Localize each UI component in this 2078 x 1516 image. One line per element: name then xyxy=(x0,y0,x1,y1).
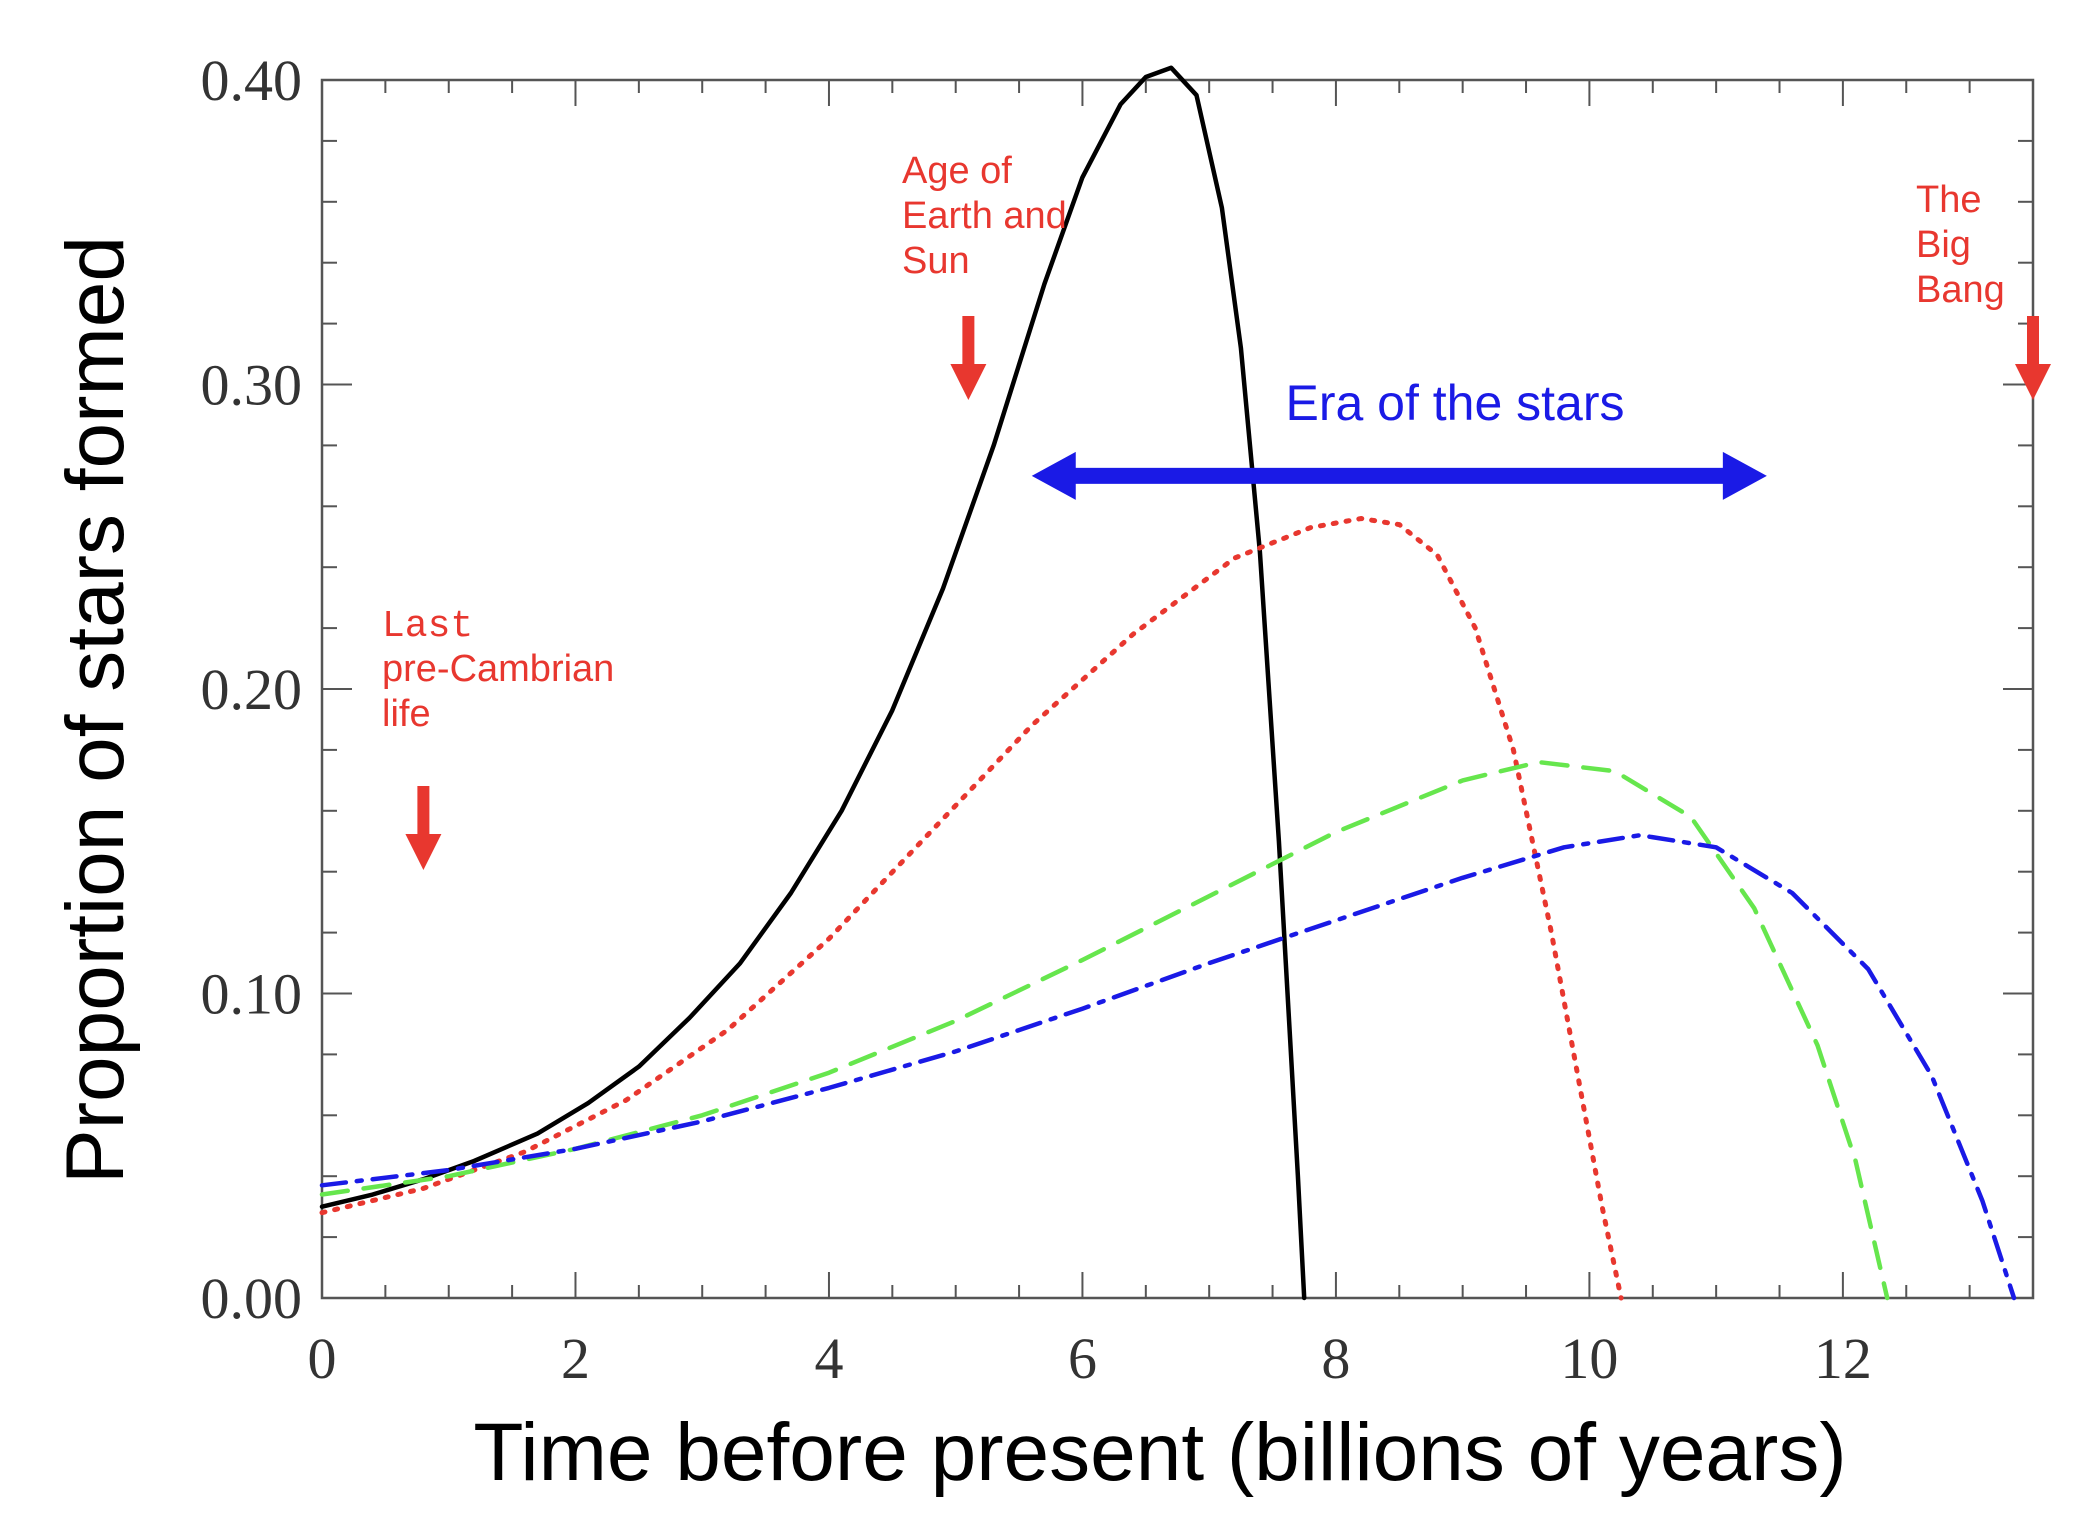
x-tick-label: 0 xyxy=(308,1326,337,1391)
era-arrow-head-left xyxy=(1031,451,1076,500)
x-tick-label: 2 xyxy=(561,1326,590,1391)
annotation-last-precambrian-label: pre-Cambrian xyxy=(382,648,614,690)
arrow-big-bang-shaft xyxy=(2027,316,2039,370)
arrow-big-bang-head xyxy=(2015,364,2051,400)
annotation-big-bang-label: Big xyxy=(1916,224,1971,266)
series-red-line xyxy=(319,516,1624,1301)
x-tick-label: 6 xyxy=(1068,1326,1097,1391)
y-tick-label: 0.30 xyxy=(201,353,303,418)
x-tick-label: 8 xyxy=(1321,1326,1350,1391)
arrow-age-earth-sun-head xyxy=(950,364,987,400)
annotation-last-precambrian-label: life xyxy=(382,693,431,735)
annotation-age-earth-sun-label: Age of xyxy=(902,150,1012,192)
series-lines xyxy=(319,65,2017,1301)
annotation-big-bang-label: The xyxy=(1916,179,1981,221)
y-axis-title: Proportion of stars formed xyxy=(50,236,141,1184)
series-green-line xyxy=(319,759,1890,1301)
tick-labels: 0 2 4 6 8 10 12 0.00 0.10 0.20 0.30 0.40 xyxy=(201,48,1872,1391)
x-tick-label: 10 xyxy=(1560,1326,1618,1391)
annotation-age-earth-sun-label: Earth and xyxy=(902,195,1067,237)
arrow-age-earth-sun-shaft xyxy=(962,316,975,370)
x-tick-label: 4 xyxy=(814,1326,843,1391)
y-tick-label: 0.40 xyxy=(201,48,303,113)
era-arrow-head-right xyxy=(1722,451,1767,500)
arrow-last-precambrian-head xyxy=(405,834,442,870)
era-of-stars-label: Era of the stars xyxy=(1285,375,1624,431)
era-arrow-shaft xyxy=(1061,467,1737,484)
annotation-age-earth-sun-label: Sun xyxy=(902,240,970,282)
y-tick-label: 0.00 xyxy=(201,1266,303,1331)
x-axis-title: Time before present (billions of years) xyxy=(473,1407,1846,1498)
annotation-big-bang-label: Bang xyxy=(1916,269,2005,311)
x-tick-label: 12 xyxy=(1814,1326,1872,1391)
series-blue-line xyxy=(319,832,2017,1301)
annotation-last-precambrian-label: Last xyxy=(382,605,473,648)
tick-marks xyxy=(321,79,2034,1299)
y-tick-label: 0.20 xyxy=(201,657,303,722)
arrow-last-precambrian-shaft xyxy=(417,786,430,840)
y-tick-label: 0.10 xyxy=(201,962,303,1027)
series-black-line xyxy=(319,65,1307,1301)
